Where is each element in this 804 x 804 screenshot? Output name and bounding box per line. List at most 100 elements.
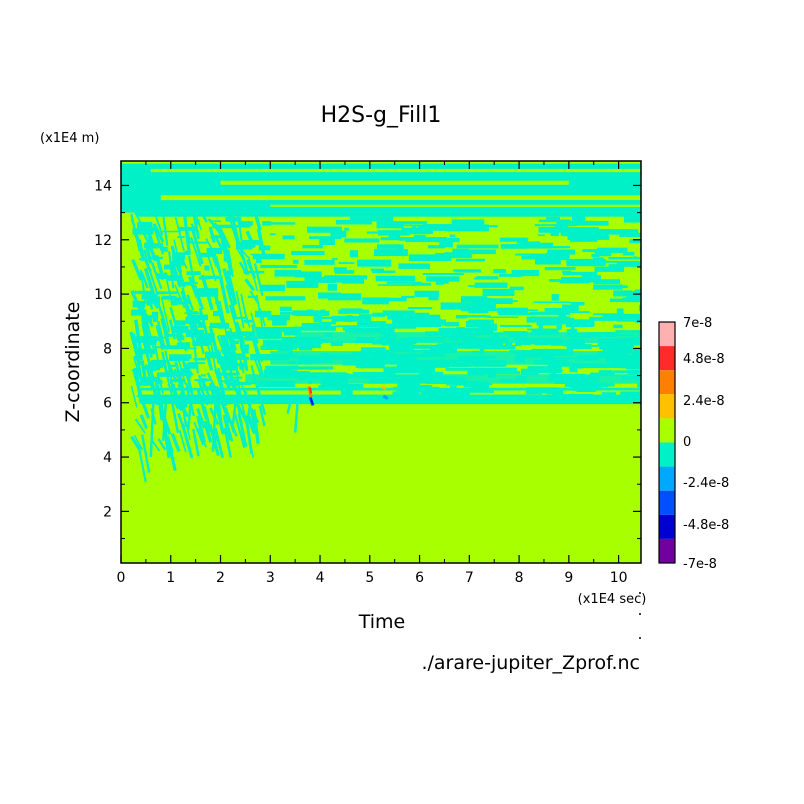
early-streak [226,330,238,365]
stripe-cell [428,296,439,301]
stripe-cell [498,312,536,316]
early-streak [227,273,236,306]
stripe-cell [330,341,343,346]
stripe-cell [220,367,235,370]
stripe-cell [550,340,586,346]
stripe-cell [486,316,519,319]
stripe-cell [370,268,385,272]
stripe-cell [220,372,237,376]
y-axis-unit: (x1E4 m) [40,131,99,146]
stripe-cell [576,233,608,238]
stripe-cell [383,366,424,374]
stripe-cell [162,230,182,233]
stripe-cell [586,275,601,283]
colorbar-label: -2.4e-8 [683,476,729,491]
stripe-cell [184,312,202,314]
stripe-cell [545,252,570,261]
stripe-cell [350,216,394,222]
early-streak [214,235,224,251]
early-streak [211,253,224,280]
stripe-cell [245,335,253,341]
early-streak [191,229,204,265]
stripe-cell [593,279,621,284]
early-streak [141,228,150,244]
stripe-cell [592,257,604,263]
stripe-cell [536,321,559,326]
stripe-cell [274,270,302,277]
spike-positive [381,385,387,391]
stripe-cell [392,391,410,395]
x-tick-label: 8 [515,570,524,586]
stripe-cell [278,342,321,349]
early-streak [179,254,188,269]
stripe-cell [422,273,464,275]
stripe-cell [515,341,522,347]
stripe-cell [289,365,299,368]
stripe-cell [395,390,405,392]
early-streak [234,321,246,345]
colorbar-segment [659,466,675,491]
stripe-cell [564,381,589,388]
early-streak [164,350,174,389]
colorbar-label: -7e-8 [683,557,717,572]
early-streak [259,308,266,327]
stripe-cell [591,254,600,258]
stripe-cell [602,313,641,320]
stripe-cell [411,226,417,231]
stripe-cell [451,219,485,227]
stripe-cell [455,314,467,319]
stripe-cell [137,381,152,386]
early-streak [145,318,155,349]
spike-positive-core [309,387,313,394]
early-streak [140,271,149,289]
stripe-cell [559,279,590,284]
stripe-cell [461,302,496,310]
stripe-cell [377,244,404,249]
stripe-cell [474,277,489,280]
stripe-cell [385,221,428,224]
early-streak [188,255,196,284]
stripe-cell [449,385,457,390]
stripe-cell [180,335,185,341]
stripe-cell [166,275,181,281]
stripe-cell [260,264,297,269]
stripe-cell [511,300,518,302]
stripe-cell [340,389,353,395]
stripe-cell [598,370,613,375]
colorbar-segment [659,322,675,347]
early-streak [183,215,191,252]
stripe-cell [422,224,452,231]
stripe-cell [149,296,160,304]
early-streak [191,209,200,240]
early-streak [208,226,216,243]
stripe-cell [262,339,282,347]
region-band-6km [140,394,641,405]
early-streak [223,427,232,458]
top-band-streak [160,195,641,201]
early-streak [174,274,186,288]
stripe-cell [173,320,186,326]
colorbar-label: 7e-8 [683,316,712,331]
stripe-cell [235,224,251,228]
stripe-cell [499,273,523,277]
early-streak [134,319,143,357]
early-streak [178,430,187,453]
stripe-cell [148,361,163,369]
stripe-cell [616,261,641,267]
y-tick-label: 10 [94,287,112,303]
stripe-cell [582,249,607,253]
early-streak [133,210,143,225]
early-streak [130,385,138,408]
early-streak [141,323,150,349]
stripe-cell [534,224,577,227]
stripe-cell [530,255,555,259]
stripe-cell [327,283,338,291]
stripe-cell [265,296,306,301]
stripe-cell [312,276,351,283]
early-streak [227,214,240,246]
stripe-cell [172,252,185,260]
region-spike-3.8 [307,386,315,406]
stripe-cell [560,277,582,282]
early-streak [164,271,173,306]
stripe-cell [442,342,484,349]
